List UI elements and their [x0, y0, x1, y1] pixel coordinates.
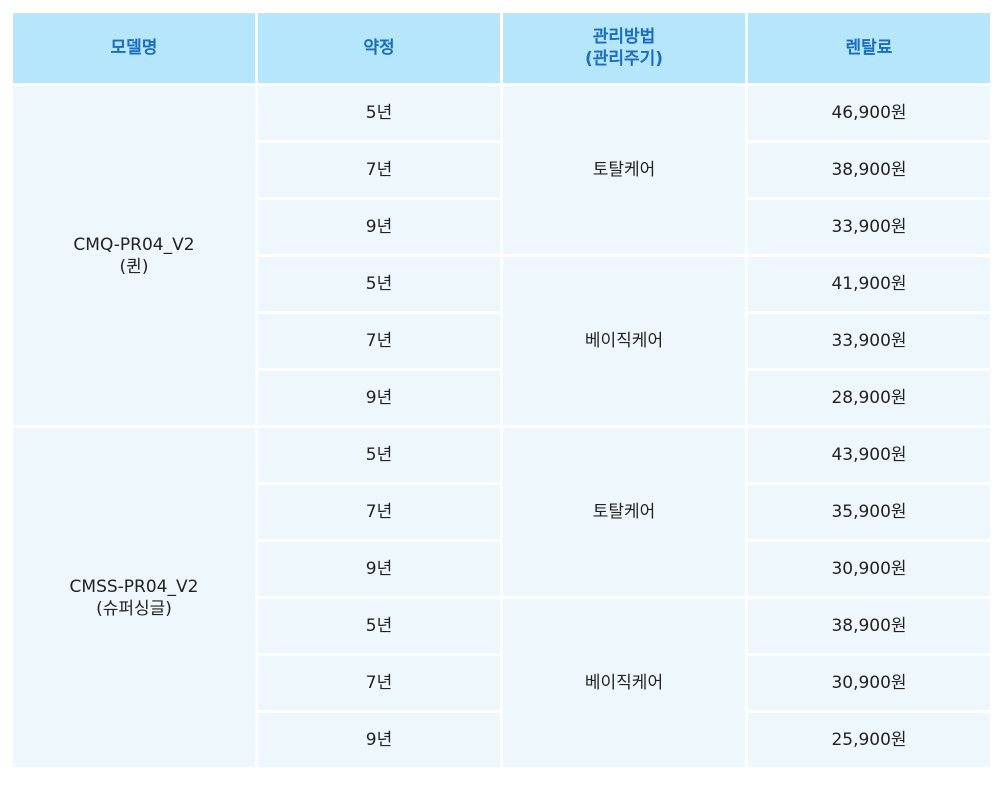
table-row: 7년 33,900원	[13, 314, 990, 368]
fee-cell: 25,900원	[748, 713, 990, 767]
rental-price-table: 모델명 약정 관리방법 (관리주기) 렌탈료 CMQ-PR04_V2 (퀸) 5…	[10, 10, 993, 770]
model-size: (슈퍼싱글)	[96, 598, 172, 619]
table-row: 9년 33,900원	[13, 200, 990, 254]
term-cell: 7년	[258, 314, 500, 368]
term-cell: 9년	[258, 200, 500, 254]
fee-cell: 28,900원	[748, 371, 990, 425]
header-management: 관리방법 (관리주기)	[503, 13, 745, 83]
fee-cell: 43,900원	[748, 428, 990, 482]
fee-cell: 41,900원	[748, 257, 990, 311]
fee-cell: 46,900원	[748, 86, 990, 140]
header-management-cycle: (관리주기)	[584, 49, 664, 69]
fee-cell: 33,900원	[748, 200, 990, 254]
fee-cell: 35,900원	[748, 485, 990, 539]
term-cell: 7년	[258, 485, 500, 539]
model-size: (퀸)	[119, 256, 149, 277]
header-fee: 렌탈료	[748, 13, 990, 83]
term-cell: 9년	[258, 542, 500, 596]
header-management-label: 관리방법	[592, 27, 656, 47]
table-row: 5년 베이직케어 38,900원	[13, 599, 990, 767]
table-row: 9년 25,900원	[13, 713, 990, 767]
term-cell: 9년	[258, 371, 500, 425]
model-cell: CMSS-PR04_V2 (슈퍼싱글)	[13, 428, 255, 767]
table-header-row: 모델명 약정 관리방법 (관리주기) 렌탈료	[13, 13, 990, 83]
plan-cell: 토탈케어	[503, 428, 745, 596]
table-row: 7년 35,900원	[13, 485, 990, 539]
table-row: CMQ-PR04_V2 (퀸) 5년 토탈케어 46,900원	[13, 86, 990, 425]
fee-cell: 33,900원	[748, 314, 990, 368]
header-model: 모델명	[13, 13, 255, 83]
term-cell: 5년	[258, 86, 500, 140]
plan-cell: 베이직케어	[503, 257, 745, 425]
term-cell: 5년	[258, 599, 500, 653]
term-cell: 5년	[258, 257, 500, 311]
table-row: 9년 28,900원	[13, 371, 990, 425]
plan-cell: 베이직케어	[503, 599, 745, 767]
model-code: CMSS-PR04_V2	[69, 576, 199, 597]
model-code: CMQ-PR04_V2	[73, 234, 195, 255]
term-cell: 9년	[258, 713, 500, 767]
model-cell: CMQ-PR04_V2 (퀸)	[13, 86, 255, 425]
table-row: 5년 베이직케어 41,900원	[13, 257, 990, 425]
fee-cell: 38,900원	[748, 143, 990, 197]
header-contract: 약정	[258, 13, 500, 83]
fee-cell: 30,900원	[748, 542, 990, 596]
table-row: 7년 30,900원	[13, 656, 990, 710]
table-row: 7년 38,900원	[13, 143, 990, 197]
term-cell: 7년	[258, 143, 500, 197]
rental-price-table-container: 모델명 약정 관리방법 (관리주기) 렌탈료 CMQ-PR04_V2 (퀸) 5…	[10, 10, 993, 770]
fee-cell: 30,900원	[748, 656, 990, 710]
plan-cell: 토탈케어	[503, 86, 745, 254]
fee-cell: 38,900원	[748, 599, 990, 653]
table-row: CMSS-PR04_V2 (슈퍼싱글) 5년 토탈케어 43,900원	[13, 428, 990, 767]
term-cell: 7년	[258, 656, 500, 710]
term-cell: 5년	[258, 428, 500, 482]
table-row: 9년 30,900원	[13, 542, 990, 596]
